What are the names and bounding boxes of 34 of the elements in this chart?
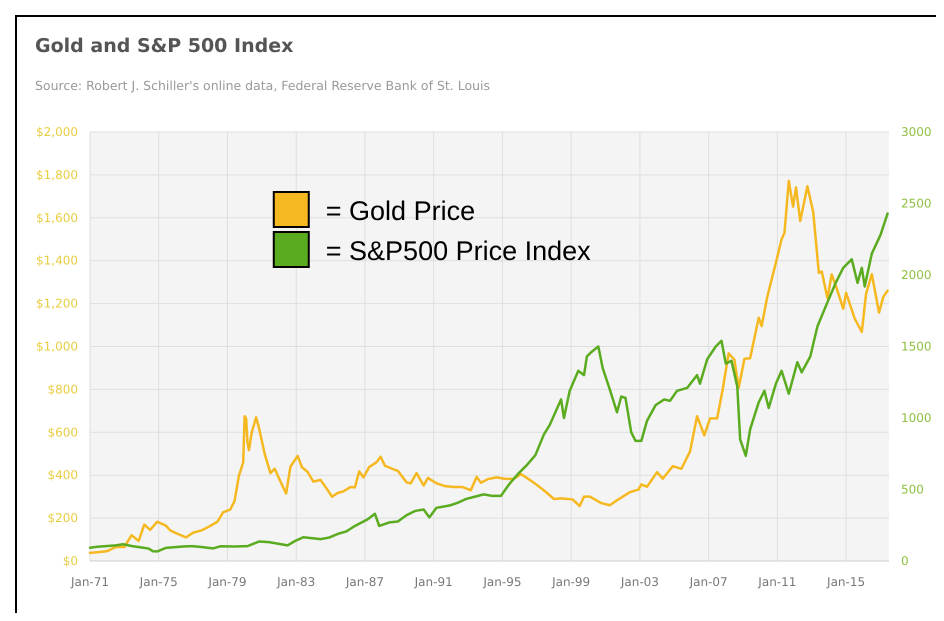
x-tick-label: Jan-83 — [276, 575, 316, 589]
y-tick-label: $200 — [47, 511, 78, 526]
x-tick-label: Jan-07 — [688, 575, 728, 589]
y-tick-label: $1,200 — [36, 296, 78, 311]
y2-tick-label: 2000 — [901, 268, 932, 282]
source-note: Source: Robert J. Schiller's online data, Federal Reserve Bank of St. Louis — [35, 78, 490, 93]
chart-title: Gold and S&P 500 Index — [35, 35, 294, 57]
y-tick-label: $1,000 — [36, 340, 78, 354]
y-tick-label: $600 — [47, 425, 78, 440]
y-tick-label: $1,800 — [36, 168, 78, 182]
y-tick-label: $0 — [62, 554, 78, 568]
x-tick-label: Jan-91 — [414, 575, 453, 589]
y-tick-label: $1,400 — [36, 254, 78, 268]
y-tick-label: $800 — [47, 382, 78, 396]
x-tick-label: Jan-11 — [757, 575, 796, 589]
x-tick-label: Jan-95 — [482, 575, 522, 589]
legend-label: = S&P500 Price Index — [326, 236, 592, 266]
x-tick-label: Jan-99 — [551, 575, 590, 589]
y2-tick-label: 500 — [901, 482, 924, 496]
x-tick-label: Jan-87 — [344, 575, 384, 589]
x-tick-label: Jan-75 — [138, 575, 178, 589]
legend-label: = Gold Price — [326, 196, 476, 226]
x-tick-label: Jan-15 — [826, 575, 866, 589]
x-tick-label: Jan-03 — [620, 575, 659, 589]
y-tick-label: $400 — [47, 468, 78, 482]
y2-tick-label: 1500 — [901, 340, 932, 354]
x-tick-label: Jan-71 — [70, 575, 110, 589]
y-tick-label: $1,600 — [36, 210, 78, 225]
x-tick-label: Jan-79 — [207, 575, 247, 589]
y2-tick-label: 2500 — [901, 196, 932, 210]
y2-tick-label: 1000 — [901, 411, 932, 425]
y-tick-label: $2,000 — [36, 125, 78, 139]
y2-tick-label: 3000 — [901, 125, 932, 139]
y2-tick-label: 0 — [901, 554, 909, 568]
